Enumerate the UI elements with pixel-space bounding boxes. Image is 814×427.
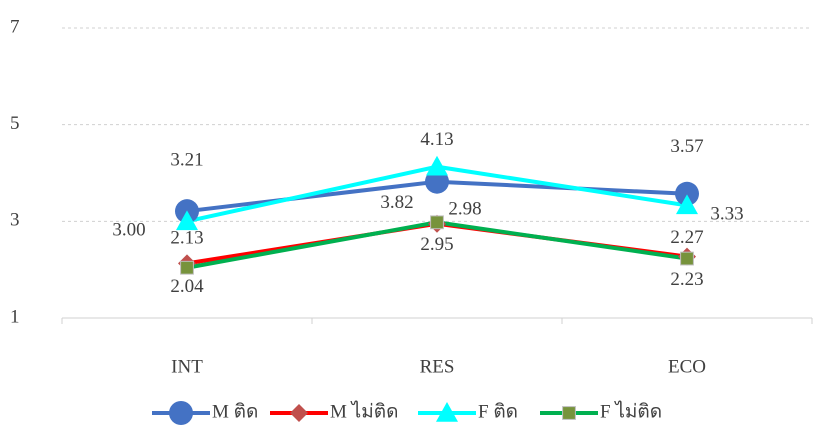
y-tick-label: 7 xyxy=(10,16,20,37)
legend-label: F ติด xyxy=(478,401,518,422)
data-label: 3.82 xyxy=(380,192,413,213)
y-tick-label: 1 xyxy=(10,306,20,327)
marker xyxy=(562,406,576,420)
marker xyxy=(430,215,444,230)
y-tick-label: 3 xyxy=(10,210,20,231)
data-label: 4.13 xyxy=(420,129,453,150)
data-label: 3.57 xyxy=(670,136,703,157)
marker xyxy=(176,210,198,231)
data-label: 3.33 xyxy=(710,204,743,225)
marker xyxy=(425,169,449,194)
x-tick-label: ECO xyxy=(668,356,706,377)
marker xyxy=(290,404,308,422)
marker xyxy=(426,155,448,176)
marker xyxy=(169,401,193,425)
marker xyxy=(675,181,699,206)
data-label: 2.98 xyxy=(448,199,481,220)
marker xyxy=(180,260,194,275)
data-label: 2.04 xyxy=(170,276,204,297)
data-label: 2.23 xyxy=(670,269,703,290)
data-label: 2.27 xyxy=(670,227,703,248)
data-label: 3.00 xyxy=(112,220,145,241)
marker xyxy=(676,194,698,215)
marker xyxy=(436,402,458,422)
y-tick-label: 5 xyxy=(10,113,20,134)
data-label: 3.21 xyxy=(170,150,203,171)
marker xyxy=(680,251,694,266)
data-label: 2.95 xyxy=(420,234,453,255)
legend-label: M ไม่ติด xyxy=(330,400,398,422)
legend-label: M ติด xyxy=(212,401,258,422)
legend-label: F ไม่ติด xyxy=(600,400,662,422)
x-tick-label: INT xyxy=(171,356,203,377)
x-tick-label: RES xyxy=(420,356,455,377)
data-label: 2.13 xyxy=(170,228,203,249)
